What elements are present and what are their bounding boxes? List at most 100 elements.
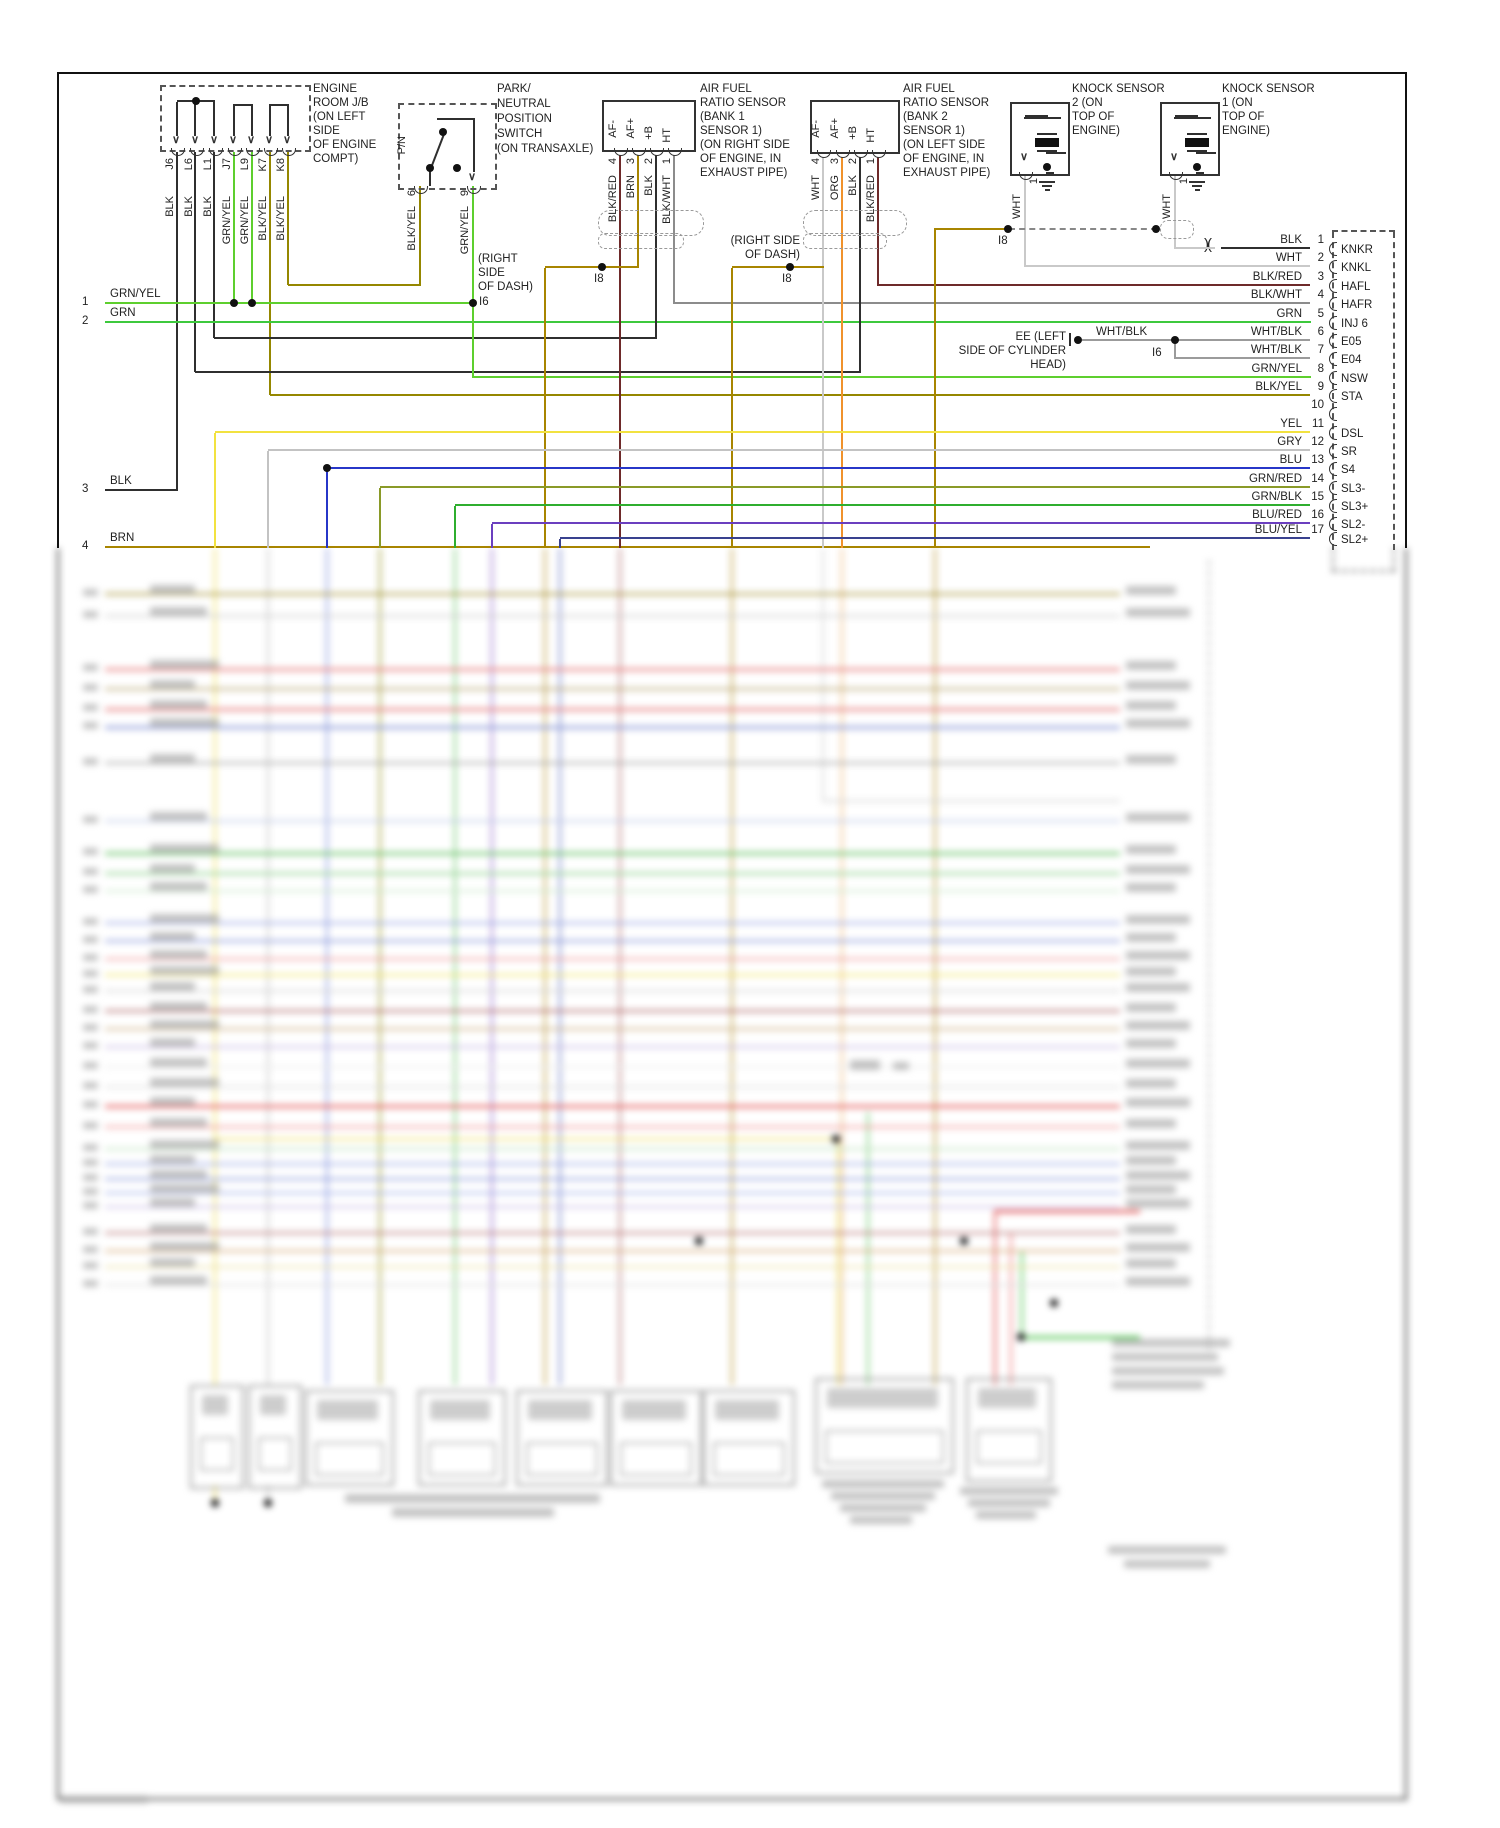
left-label-blob bbox=[150, 680, 195, 689]
left-number-blob bbox=[83, 1159, 98, 1166]
ecm-pin-number: 1 bbox=[1317, 234, 1324, 246]
wire-segment bbox=[105, 1192, 1120, 1194]
rotated-wire-label: P/N bbox=[396, 136, 408, 155]
engine-room-jb-label: ENGINE ROOM J/B (ON LEFT SIDE OF ENGINE … bbox=[313, 83, 377, 165]
ecm-connector-arc-icon bbox=[1329, 462, 1337, 476]
wire-segment bbox=[1046, 172, 1054, 174]
rotated-wire-label: BLK/YEL bbox=[257, 196, 269, 241]
connector-arc-icon bbox=[246, 148, 260, 156]
component-box bbox=[1010, 102, 1070, 176]
junction-dot-icon bbox=[192, 97, 200, 105]
wire-segment bbox=[437, 118, 475, 120]
ecm-connector-arc-icon bbox=[1329, 260, 1337, 274]
ground-icon bbox=[1195, 189, 1200, 191]
component-box bbox=[516, 1390, 608, 1486]
right-label-blob bbox=[1126, 1021, 1190, 1030]
junction-i6-label: I6 bbox=[1152, 347, 1162, 359]
wire-segment bbox=[105, 922, 1120, 924]
right-label-blob bbox=[1126, 1199, 1190, 1208]
left-label-blob bbox=[150, 585, 195, 594]
wire-segment bbox=[105, 593, 1120, 595]
arrow-down-icon: ∨ bbox=[191, 134, 200, 146]
ecm-pin-name: DSL bbox=[1341, 428, 1364, 440]
rotated-wire-label: K7 bbox=[257, 158, 269, 172]
left-number-blob bbox=[83, 1202, 98, 1209]
wire-segment bbox=[269, 106, 271, 136]
ecm-pin-number: 10 bbox=[1311, 399, 1324, 411]
wire-segment bbox=[454, 506, 456, 548]
rotated-wire-label: BLK/YEL bbox=[275, 196, 287, 241]
rotated-wire-label: HT bbox=[661, 128, 673, 143]
right-label-blob bbox=[1126, 1259, 1176, 1268]
right-label-blob bbox=[1126, 661, 1176, 670]
rotated-wire-label: K8 bbox=[275, 158, 287, 172]
ecm-connector-arc-icon bbox=[1329, 499, 1337, 513]
left-label-blob bbox=[150, 718, 219, 727]
right-label-blob bbox=[1126, 883, 1176, 892]
wire-segment bbox=[994, 1210, 996, 1385]
wire-segment bbox=[269, 104, 289, 106]
left-number-blob bbox=[83, 664, 98, 671]
rotated-wire-label: L1 bbox=[202, 158, 214, 171]
right-label-blob bbox=[1126, 1119, 1176, 1128]
wire-segment bbox=[105, 1010, 1120, 1012]
junction-dot-icon bbox=[323, 464, 331, 472]
left-label-blob bbox=[150, 1258, 195, 1267]
left-number-blob bbox=[83, 722, 98, 729]
rotated-wire-label: 4 bbox=[810, 158, 822, 165]
component-box bbox=[248, 1385, 302, 1489]
ecm-pin-number: 15 bbox=[1311, 491, 1324, 503]
wire-segment bbox=[472, 186, 474, 378]
ecm-pin-number: 16 bbox=[1311, 509, 1324, 521]
wire-segment bbox=[1069, 333, 1071, 346]
rotated-wire-label: 9 bbox=[459, 190, 471, 197]
junction-dot-icon bbox=[1043, 163, 1051, 171]
wire-segment bbox=[105, 974, 1120, 976]
component-inner-blob bbox=[528, 1400, 592, 1420]
component-inner-connector bbox=[258, 1437, 292, 1471]
blurred-text-blob bbox=[1112, 1339, 1230, 1347]
component-inner-connector bbox=[200, 1437, 234, 1471]
right-label-blob bbox=[1126, 951, 1190, 960]
blurred-text-blob bbox=[60, 1796, 148, 1803]
wire-segment bbox=[619, 155, 621, 548]
wire-segment bbox=[214, 1485, 216, 1500]
left-number-blob bbox=[83, 1262, 98, 1269]
right-label-blob bbox=[1126, 1059, 1190, 1068]
ecm-wire-color-label: BLU/YEL bbox=[1254, 524, 1302, 536]
rotated-wire-label: WHT bbox=[1161, 194, 1173, 220]
right-side-of-dash-label-2: (RIGHT SIDE OF DASH) bbox=[730, 235, 800, 261]
ecm-connector-arc-icon bbox=[1329, 444, 1337, 458]
wire-segment bbox=[270, 394, 1310, 396]
blurred-text-blob bbox=[1108, 1546, 1226, 1554]
component-box bbox=[418, 1390, 506, 1486]
junction-i8-label: I8 bbox=[782, 273, 792, 285]
wire-segment bbox=[251, 106, 253, 136]
ecm-pin-number: 17 bbox=[1311, 524, 1324, 536]
left-label-blob bbox=[150, 1118, 207, 1127]
wire-segment bbox=[544, 548, 546, 1385]
blurred-text-blob bbox=[1124, 1560, 1210, 1568]
ecm-pin-name: STA bbox=[1341, 391, 1363, 403]
junction-i6-label: I6 bbox=[479, 296, 489, 308]
wire-segment bbox=[105, 489, 178, 491]
wire-segment bbox=[194, 102, 196, 136]
wire-segment bbox=[105, 1178, 1120, 1180]
component-box bbox=[703, 1390, 795, 1486]
wire-segment bbox=[105, 852, 1120, 855]
junction-dot-icon bbox=[695, 1237, 703, 1245]
wire-segment bbox=[1021, 1252, 1023, 1338]
junction-dot-icon bbox=[1074, 336, 1082, 344]
component-inner-blob bbox=[827, 1388, 938, 1408]
junction-dot-icon bbox=[1017, 1333, 1025, 1341]
left-label-blob bbox=[150, 1198, 195, 1207]
junction-dot-icon bbox=[1152, 225, 1160, 233]
wire-segment bbox=[1025, 115, 1048, 117]
left-label-blob bbox=[150, 982, 195, 991]
wire-segment bbox=[105, 1126, 1120, 1128]
ecm-connector-arc-icon bbox=[1329, 517, 1337, 531]
ecm-pin-name: KNKR bbox=[1341, 244, 1373, 256]
component-box bbox=[398, 103, 497, 190]
wire-segment bbox=[655, 155, 657, 339]
left-label-blob bbox=[150, 1097, 195, 1106]
